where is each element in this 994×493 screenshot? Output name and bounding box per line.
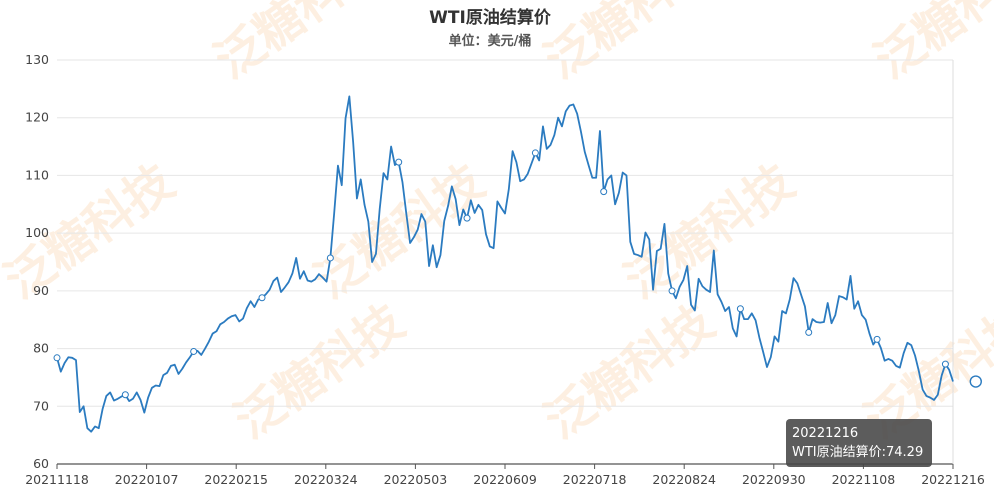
- x-tick-label: 20221108: [832, 472, 896, 487]
- data-point-marker[interactable]: [395, 158, 403, 166]
- data-point-marker[interactable]: [873, 335, 881, 343]
- data-point-marker[interactable]: [463, 214, 471, 222]
- x-tick-label: 20220718: [563, 472, 627, 487]
- x-tick-label: 20220215: [204, 472, 268, 487]
- watermark-text: 泛糖科技: [225, 294, 414, 450]
- data-point-marker[interactable]: [190, 347, 198, 355]
- y-tick-label: 60: [33, 456, 49, 471]
- y-axis: 60 70 80 90 100 110 120 130: [25, 52, 49, 471]
- data-point-marker[interactable]: [941, 360, 949, 368]
- data-point-marker[interactable]: [736, 305, 744, 313]
- tooltip-date: 20221216: [792, 426, 859, 441]
- data-point-marker[interactable]: [600, 188, 608, 196]
- x-tick-label: 20220930: [742, 472, 806, 487]
- highlighted-point[interactable]: [969, 375, 982, 388]
- data-point-marker[interactable]: [531, 149, 539, 157]
- data-point-marker[interactable]: [53, 354, 61, 362]
- tooltip: 20221216 WTI原油结算价:74.29: [786, 419, 932, 467]
- watermark-text: 泛糖科技: [615, 154, 804, 310]
- tooltip-value: WTI原油结算价:74.29: [792, 445, 924, 460]
- x-tick-label: 20220324: [294, 472, 358, 487]
- watermark-text: 泛糖科技: [205, 0, 394, 90]
- x-tick-label: 20221216: [921, 472, 985, 487]
- x-tick-label: 20220503: [384, 472, 448, 487]
- y-tick-label: 100: [25, 225, 49, 240]
- data-point-marker[interactable]: [805, 328, 813, 336]
- x-tick-label: 20220609: [473, 472, 537, 487]
- plot-area[interactable]: [53, 95, 982, 433]
- y-tick-label: 80: [33, 341, 49, 356]
- y-tick-label: 120: [25, 110, 49, 125]
- y-tick-label: 70: [33, 398, 49, 413]
- series-line: [56, 95, 954, 433]
- watermark-text: 泛糖科技: [535, 294, 724, 450]
- grid-lines: [57, 59, 954, 465]
- x-axis: 20211118 20220107 20220215 20220324 20220503…: [25, 464, 985, 487]
- data-point-marker[interactable]: [668, 287, 676, 295]
- chart-title: WTI原油结算价: [429, 7, 552, 28]
- watermark-text: 泛糖科技: [535, 0, 724, 90]
- watermark-text: 泛糖科技: [865, 0, 994, 90]
- x-tick-label: 20220107: [115, 472, 179, 487]
- x-tick-label: 20220824: [652, 472, 716, 487]
- y-tick-label: 130: [25, 52, 49, 67]
- x-tick-label: 20211118: [25, 472, 89, 487]
- y-tick-label: 90: [33, 283, 49, 298]
- y-tick-label: 110: [25, 167, 49, 182]
- data-point-marker[interactable]: [326, 254, 334, 262]
- chart-subtitle: 单位：美元/桶: [449, 33, 532, 49]
- data-point-marker[interactable]: [121, 391, 129, 399]
- data-point-marker[interactable]: [258, 294, 266, 302]
